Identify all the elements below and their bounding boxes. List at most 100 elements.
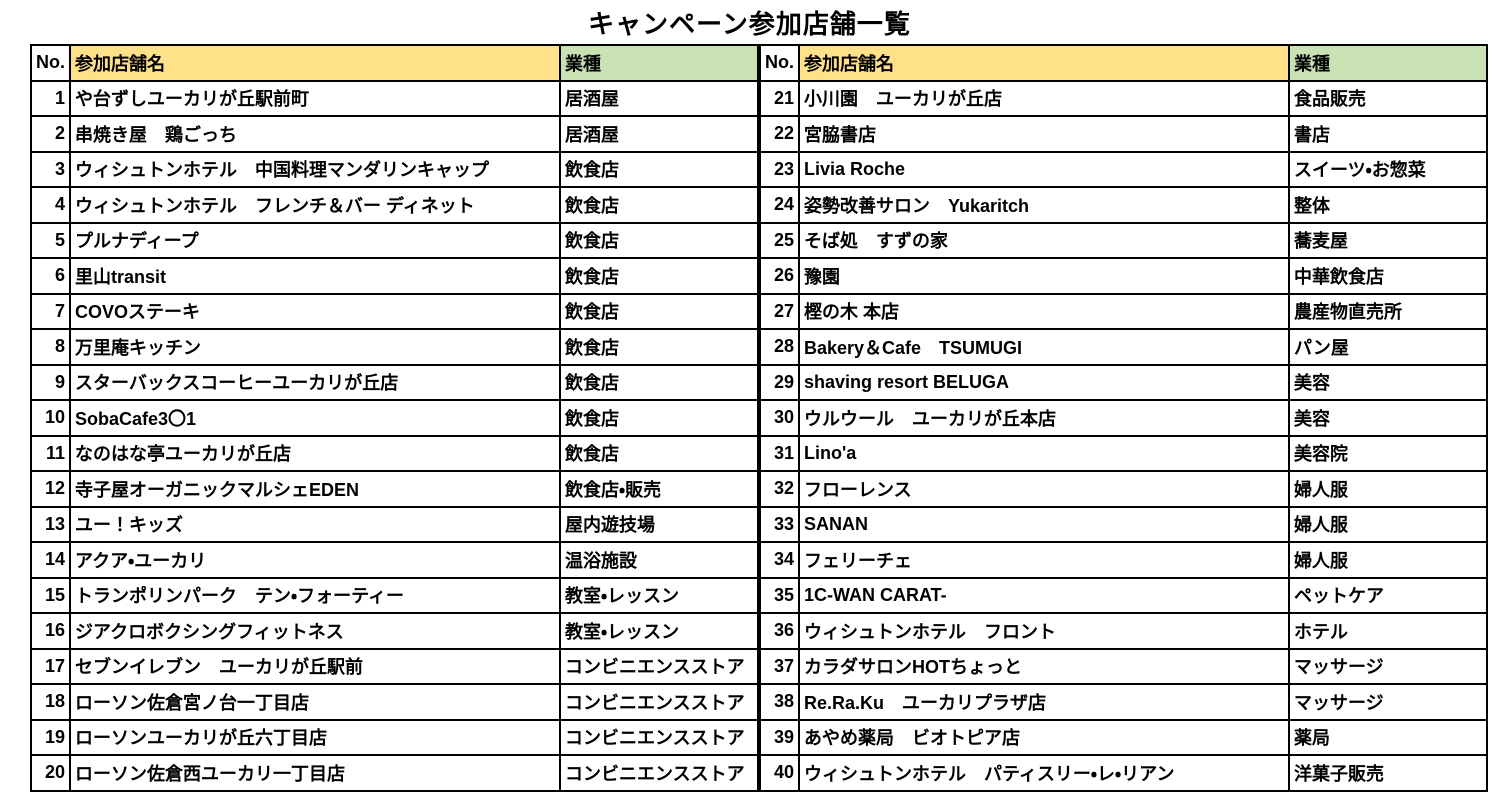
store-number: 17 <box>30 647 71 685</box>
store-number: 4 <box>30 186 71 224</box>
store-name: COVOステーキ <box>69 292 561 330</box>
store-name: 宮脇書店 <box>798 115 1290 153</box>
store-name: ウィシュトンホテル フロント <box>798 612 1290 650</box>
store-number: 23 <box>759 150 800 188</box>
business-type: マッサージ <box>1288 647 1488 685</box>
business-type: スイーツ・お惣菜 <box>1288 150 1488 188</box>
store-name: ユー！キッズ <box>69 505 561 543</box>
table-row: 2 串焼き屋 鶏ごっち 居酒屋 <box>30 115 759 153</box>
store-name: ウィシュトンホテル 中国料理マンダリンキャップ <box>69 150 561 188</box>
table-row: 30 ウルウール ユーカリが丘本店 美容 <box>759 399 1488 437</box>
store-name: 1C-WAN CARAT- <box>798 576 1290 614</box>
store-name: 万里庵キッチン <box>69 328 561 366</box>
store-number: 5 <box>30 221 71 259</box>
store-name: そば処 すずの家 <box>798 221 1290 259</box>
store-number: 15 <box>30 576 71 614</box>
store-number: 30 <box>759 399 800 437</box>
store-number: 14 <box>30 541 71 579</box>
store-number: 26 <box>759 257 800 295</box>
store-name: SANAN <box>798 505 1290 543</box>
table-row: 36 ウィシュトンホテル フロント ホテル <box>759 612 1488 650</box>
store-name: ウィシュトンホテル パティスリー・レ・リアン <box>798 754 1290 792</box>
business-type: 農産物直売所 <box>1288 292 1488 330</box>
store-name: Re.Ra.Ku ユーカリプラザ店 <box>798 683 1290 721</box>
table-row: 9 スターバックスコーヒーユーカリが丘店 飲食店 <box>30 363 759 401</box>
business-type: マッサージ <box>1288 683 1488 721</box>
business-type: 屋内遊技場 <box>559 505 759 543</box>
table-row: 25 そば処 すずの家 蕎麦屋 <box>759 221 1488 259</box>
store-name: 樫の木 本店 <box>798 292 1290 330</box>
store-table-left: No. 参加店舗名 業種 1 や台ずしユーカリが丘駅前町 居酒屋 2 串焼き屋 … <box>30 44 759 792</box>
business-type: 飲食店・販売 <box>559 470 759 508</box>
store-number: 1 <box>30 79 71 117</box>
business-type: パン屋 <box>1288 328 1488 366</box>
business-type: 教室・レッスン <box>559 576 759 614</box>
business-type: 飲食店 <box>559 257 759 295</box>
business-type: 美容院 <box>1288 434 1488 472</box>
store-number: 18 <box>30 683 71 721</box>
table-row: 24 姿勢改善サロン Yukaritch 整体 <box>759 186 1488 224</box>
table-row: 26 豫園 中華飲食店 <box>759 257 1488 295</box>
business-type: 美容 <box>1288 399 1488 437</box>
business-type: 蕎麦屋 <box>1288 221 1488 259</box>
business-type: コンビニエンスストア <box>559 647 759 685</box>
table-row: 14 アクア・ユーカリ 温浴施設 <box>30 541 759 579</box>
store-name: SobaCafe3〇1 <box>69 399 561 437</box>
table-row: 40 ウィシュトンホテル パティスリー・レ・リアン 洋菓子販売 <box>759 754 1488 792</box>
table-row: 18 ローソン佐倉宮ノ台一丁目店 コンビニエンスストア <box>30 683 759 721</box>
store-number: 24 <box>759 186 800 224</box>
store-name: ジアクロボクシングフィットネス <box>69 612 561 650</box>
table-row: 31 Lino'a 美容院 <box>759 434 1488 472</box>
business-type: ホテル <box>1288 612 1488 650</box>
table-row: 19 ローソンユーカリが丘六丁目店 コンビニエンスストア <box>30 718 759 756</box>
table-row: 7 COVOステーキ 飲食店 <box>30 292 759 330</box>
store-name: フェリーチェ <box>798 541 1290 579</box>
store-name: あやめ薬局 ビオトピア店 <box>798 718 1290 756</box>
business-type: 婦人服 <box>1288 470 1488 508</box>
table-row: 13 ユー！キッズ 屋内遊技場 <box>30 505 759 543</box>
header-business-type: 業種 <box>1288 44 1488 82</box>
store-number: 13 <box>30 505 71 543</box>
table-row: 4 ウィシュトンホテル フレンチ＆バー ディネット 飲食店 <box>30 186 759 224</box>
business-type: 温浴施設 <box>559 541 759 579</box>
store-name: 小川園 ユーカリが丘店 <box>798 79 1290 117</box>
business-type: 洋菓子販売 <box>1288 754 1488 792</box>
table-row: 16 ジアクロボクシングフィットネス 教室・レッスン <box>30 612 759 650</box>
header-store-name: 参加店舗名 <box>798 44 1290 82</box>
business-type: ペットケア <box>1288 576 1488 614</box>
page-title: キャンペーン参加店舗一覧 <box>588 9 911 39</box>
store-name: カラダサロンHOTちょっと <box>798 647 1290 685</box>
store-number: 10 <box>30 399 71 437</box>
business-type: 居酒屋 <box>559 115 759 153</box>
table-row: 38 Re.Ra.Ku ユーカリプラザ店 マッサージ <box>759 683 1488 721</box>
store-number: 27 <box>759 292 800 330</box>
store-tables: No. 参加店舗名 業種 1 や台ずしユーカリが丘駅前町 居酒屋 2 串焼き屋 … <box>30 44 1488 792</box>
table-row: 6 里山transit 飲食店 <box>30 257 759 295</box>
store-name: ローソン佐倉宮ノ台一丁目店 <box>69 683 561 721</box>
table-row: 32 フローレンス 婦人服 <box>759 470 1488 508</box>
business-type: 婦人服 <box>1288 505 1488 543</box>
table-row: 1 や台ずしユーカリが丘駅前町 居酒屋 <box>30 79 759 117</box>
table-body-left: 1 や台ずしユーカリが丘駅前町 居酒屋 2 串焼き屋 鶏ごっち 居酒屋 3 ウィ… <box>30 79 759 792</box>
store-name: 姿勢改善サロン Yukaritch <box>798 186 1290 224</box>
store-number: 35 <box>759 576 800 614</box>
table-row: 12 寺子屋オーガニックマルシェEDEN 飲食店・販売 <box>30 470 759 508</box>
table-row: 17 セブンイレブン ユーカリが丘駅前 コンビニエンスストア <box>30 647 759 685</box>
store-name: なのはな亭ユーカリが丘店 <box>69 434 561 472</box>
store-name: ウルウール ユーカリが丘本店 <box>798 399 1290 437</box>
store-name: プルナディープ <box>69 221 561 259</box>
store-number: 37 <box>759 647 800 685</box>
store-name: アクア・ユーカリ <box>69 541 561 579</box>
table-body-right: 21 小川園 ユーカリが丘店 食品販売 22 宮脇書店 書店 23 Livia … <box>759 79 1488 792</box>
table-row: 39 あやめ薬局 ビオトピア店 薬局 <box>759 718 1488 756</box>
store-number: 33 <box>759 505 800 543</box>
table-row: 5 プルナディープ 飲食店 <box>30 221 759 259</box>
table-row: 29 shaving resort BELUGA 美容 <box>759 363 1488 401</box>
store-number: 36 <box>759 612 800 650</box>
store-name: Lino'a <box>798 434 1290 472</box>
store-name: スターバックスコーヒーユーカリが丘店 <box>69 363 561 401</box>
business-type: コンビニエンスストア <box>559 718 759 756</box>
table-row: 11 なのはな亭ユーカリが丘店 飲食店 <box>30 434 759 472</box>
business-type: 飲食店 <box>559 292 759 330</box>
